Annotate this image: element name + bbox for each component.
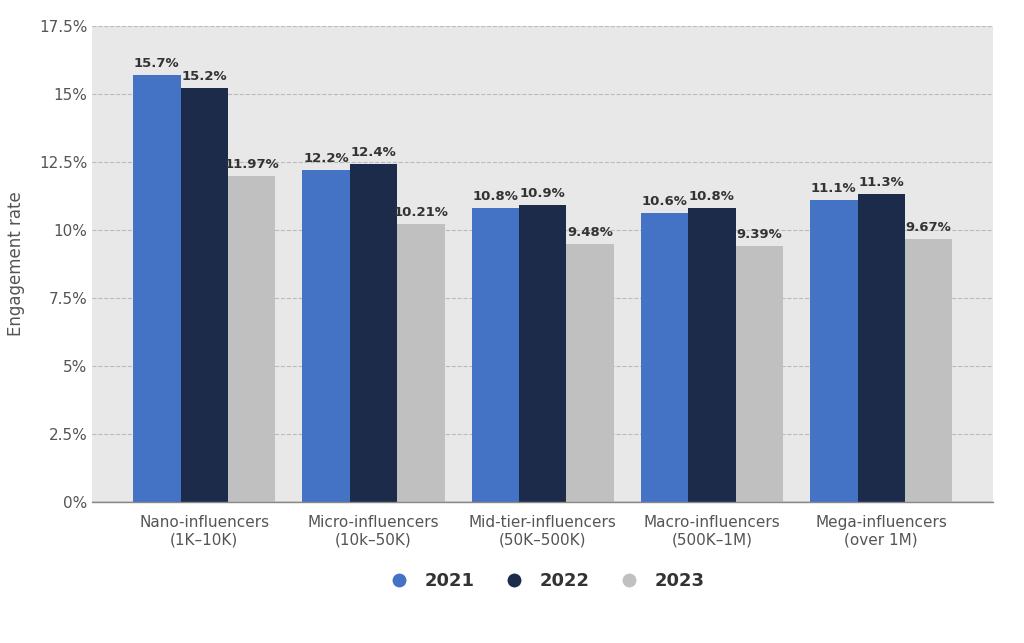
Text: 10.9%: 10.9%	[520, 187, 565, 200]
Text: 10.8%: 10.8%	[472, 190, 518, 203]
Text: 9.39%: 9.39%	[736, 228, 782, 241]
Bar	[810, 200, 857, 502]
Text: 11.1%: 11.1%	[811, 182, 857, 195]
Bar	[472, 208, 519, 502]
Text: 10.8%: 10.8%	[689, 190, 735, 203]
Text: 9.48%: 9.48%	[567, 226, 613, 239]
Text: 11.97%: 11.97%	[224, 158, 279, 171]
Y-axis label: Engagement rate: Engagement rate	[7, 191, 25, 336]
Text: 12.2%: 12.2%	[303, 152, 349, 165]
Bar	[641, 213, 688, 502]
Text: 10.6%: 10.6%	[642, 195, 687, 208]
Bar	[133, 75, 180, 502]
Bar	[519, 205, 566, 502]
Text: 10.21%: 10.21%	[393, 206, 449, 219]
Legend: 2021, 2022, 2023: 2021, 2022, 2023	[374, 565, 712, 597]
Bar	[180, 88, 228, 502]
Bar	[302, 170, 350, 502]
Text: 15.2%: 15.2%	[181, 70, 227, 84]
Bar	[566, 244, 613, 502]
Text: 12.4%: 12.4%	[350, 147, 396, 159]
Bar	[397, 224, 444, 502]
Bar	[857, 194, 905, 502]
Bar	[905, 239, 952, 502]
Bar	[228, 176, 275, 502]
Bar	[688, 208, 735, 502]
Bar	[735, 246, 783, 502]
Text: 9.67%: 9.67%	[906, 221, 951, 233]
Bar	[350, 165, 397, 502]
Text: 11.3%: 11.3%	[858, 176, 904, 190]
Text: 15.7%: 15.7%	[134, 57, 179, 70]
